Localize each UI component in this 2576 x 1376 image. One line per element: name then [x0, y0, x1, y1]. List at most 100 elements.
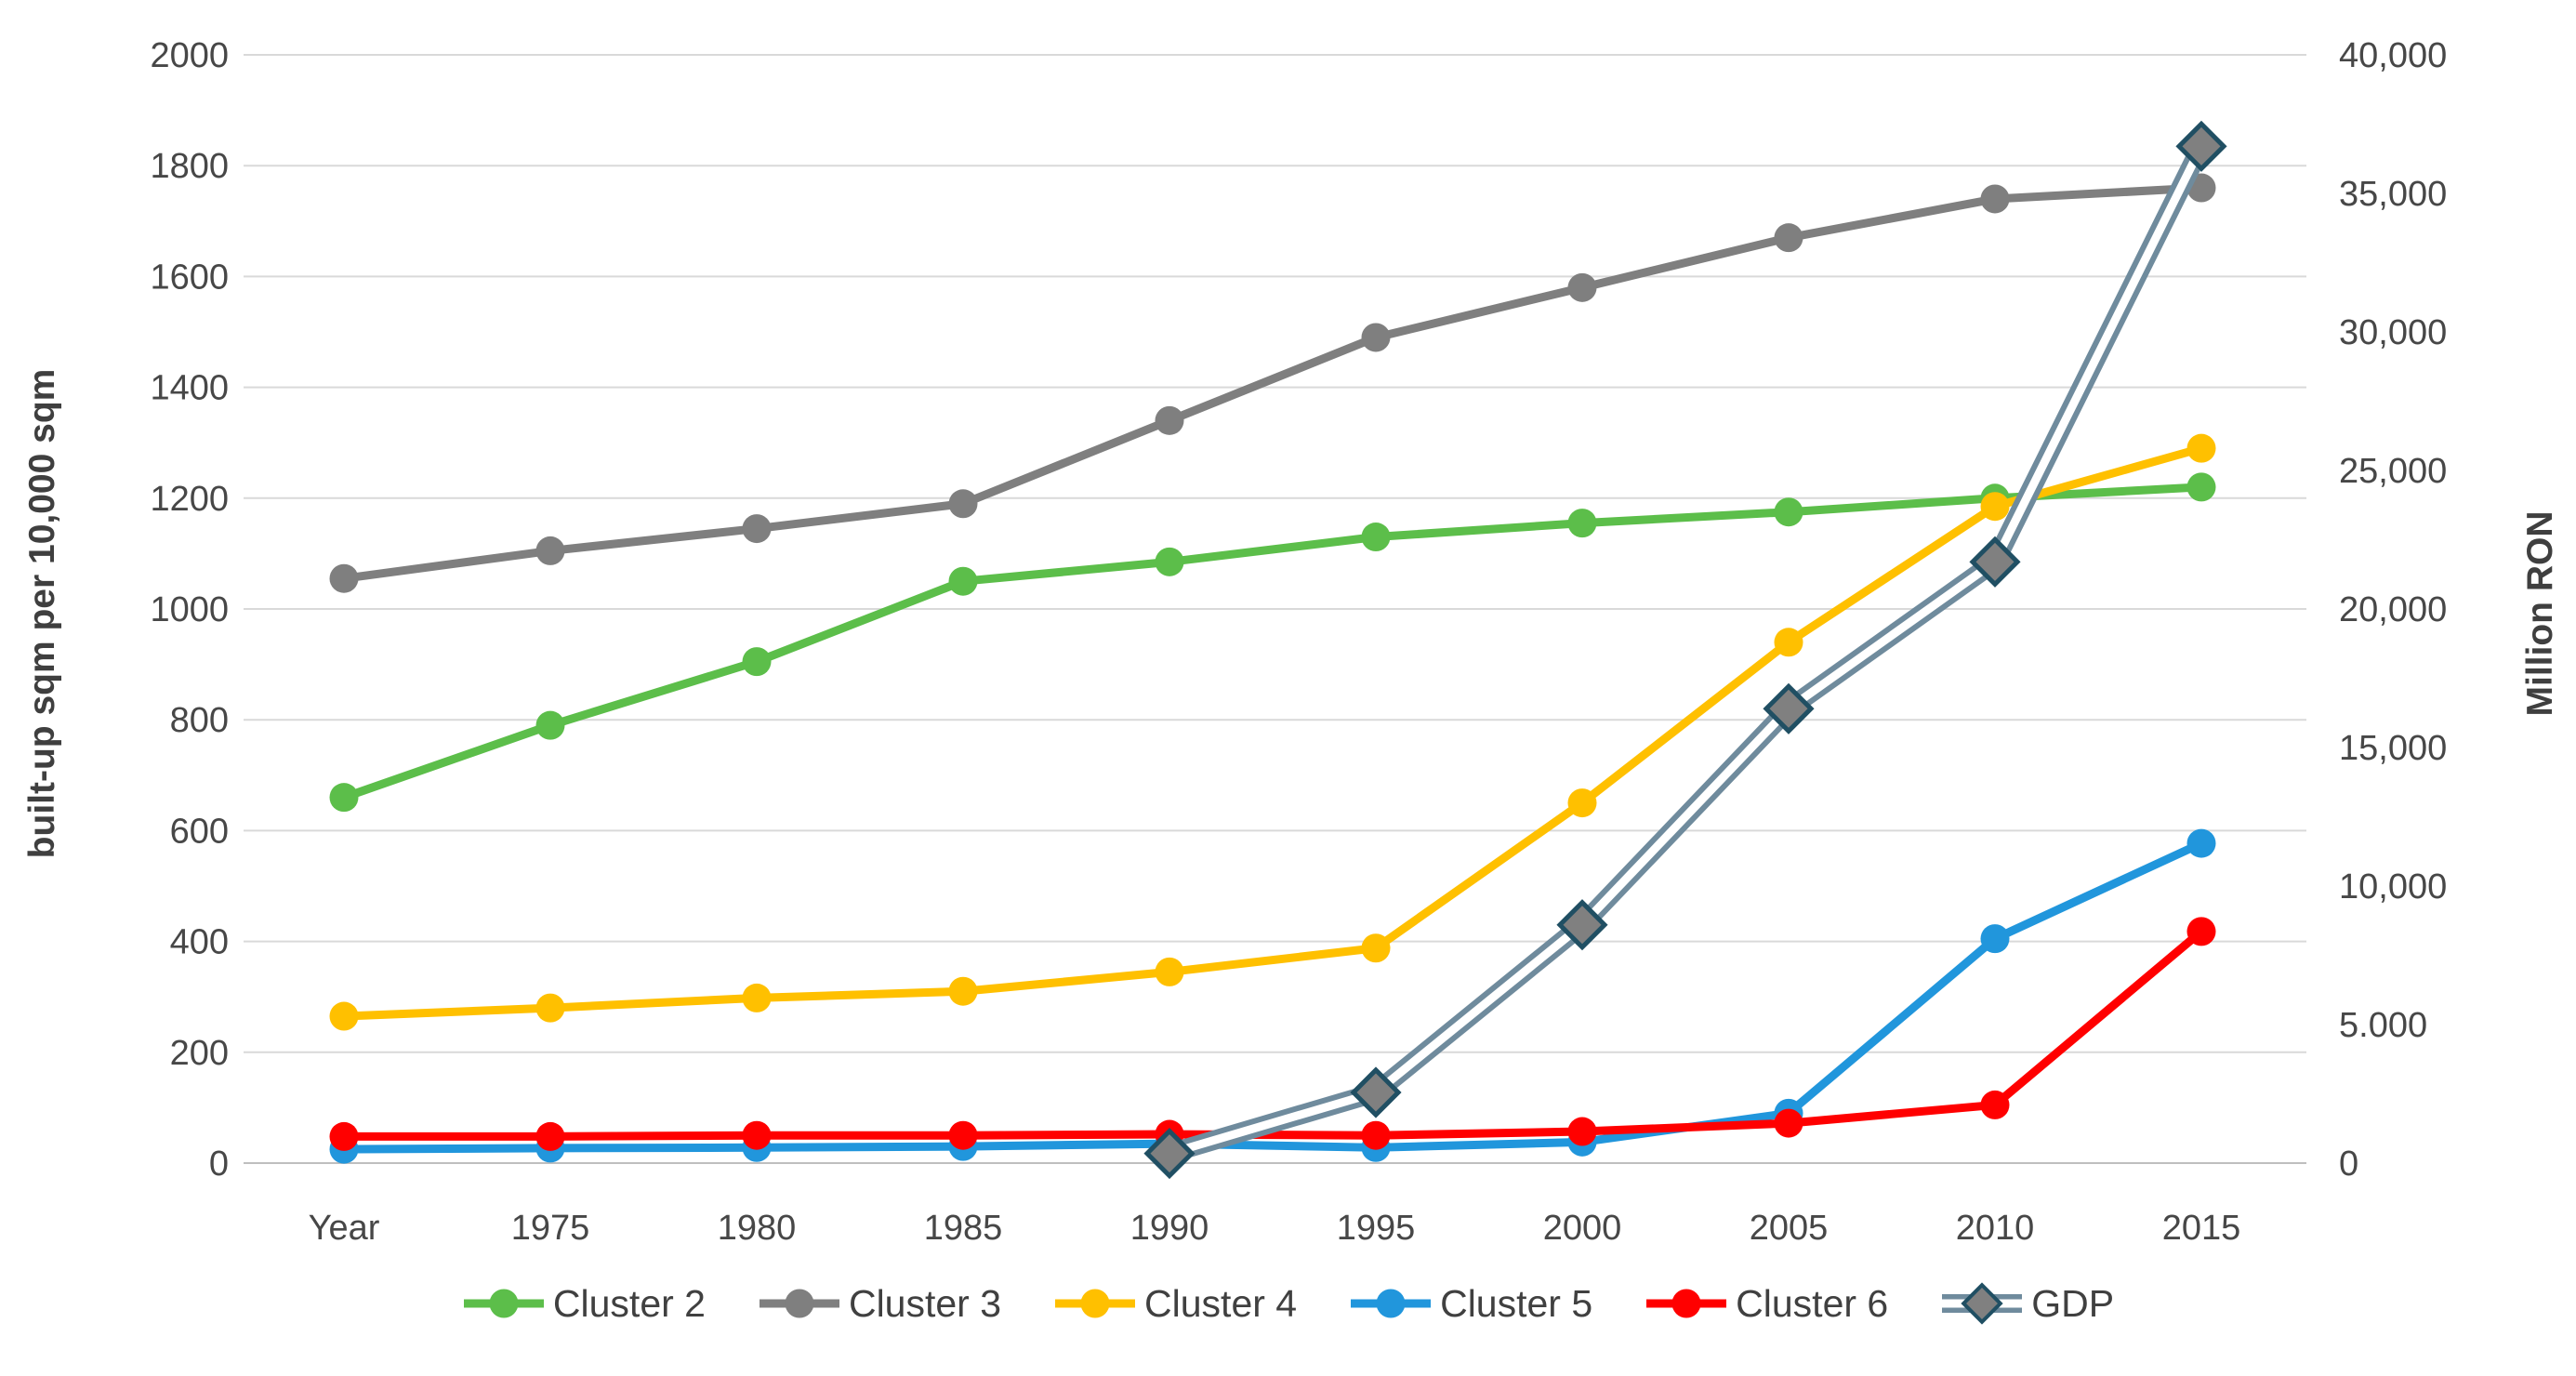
data-point [948, 489, 978, 519]
data-point [535, 1121, 565, 1151]
data-point [535, 536, 565, 565]
data-point [1774, 628, 1803, 657]
legend-item-cluster-6: Cluster 6 [1645, 1281, 1888, 1326]
right-axis-tick: 5.000 [2339, 1006, 2427, 1045]
data-point [2186, 433, 2216, 463]
data-point [742, 514, 772, 544]
data-point [329, 1001, 359, 1031]
x-axis-tick: 2010 [1956, 1209, 2035, 1248]
data-point [1361, 323, 1391, 352]
x-axis-tick: 1980 [718, 1209, 797, 1248]
legend-label: Cluster 6 [1736, 1281, 1889, 1325]
line-marker-icon [463, 1289, 544, 1318]
data-point [1774, 1108, 1803, 1138]
data-point [2186, 472, 2216, 502]
x-axis-tick: 2005 [1750, 1209, 1829, 1248]
x-axis-tick: 2015 [2162, 1209, 2241, 1248]
legend-label: Cluster 3 [848, 1281, 1002, 1325]
right-axis-tick: 15,000 [2339, 729, 2447, 768]
data-point [1774, 497, 1803, 527]
series-line-cluster-3 [339, 183, 2206, 583]
data-point [1567, 1117, 1597, 1146]
data-point [1155, 547, 1184, 576]
data-point [742, 1120, 772, 1150]
series-line-cluster-2 [339, 483, 2206, 802]
legend-label: Cluster 5 [1440, 1281, 1593, 1325]
data-point [1567, 272, 1597, 302]
data-point [1361, 1120, 1391, 1150]
x-axis-tick: 1985 [924, 1209, 1003, 1248]
gdp-diamond-marker [1969, 536, 2021, 588]
line-marker-icon [1351, 1289, 1432, 1318]
data-point [1980, 184, 2010, 214]
data-point [1980, 924, 2010, 954]
data-point [742, 983, 772, 1012]
data-point [1567, 788, 1597, 818]
data-point [948, 1120, 978, 1150]
data-point [1361, 933, 1391, 963]
data-point [1155, 957, 1184, 986]
left-axis-tick: 400 [170, 923, 229, 962]
right-axis-tick: 40,000 [2339, 36, 2447, 75]
legend-item-cluster-2: Cluster 2 [462, 1281, 706, 1326]
x-axis-tick: Year [309, 1209, 380, 1248]
right-axis-title: Million RON [2520, 510, 2560, 717]
x-axis-tick: 1975 [511, 1209, 590, 1248]
line-marker-icon [1646, 1289, 1727, 1318]
data-point [948, 566, 978, 596]
left-axis-tick: 1000 [150, 590, 229, 629]
left-axis-tick: 1200 [150, 480, 229, 519]
data-point [1774, 223, 1803, 253]
right-axis-tick: 10,000 [2339, 867, 2447, 906]
legend-item-cluster-3: Cluster 3 [758, 1281, 1001, 1326]
legend-label: Cluster 2 [552, 1281, 706, 1325]
gdp-band-core [1165, 141, 2206, 1158]
right-axis-tick: 30,000 [2339, 313, 2447, 352]
left-axis-tick: 800 [170, 701, 229, 740]
series-line-cluster-6 [339, 927, 2206, 1141]
gdp-diamond-marker [1763, 682, 1815, 734]
right-axis-tick: 0 [2339, 1144, 2358, 1184]
left-axis-tick: 1600 [150, 258, 229, 297]
data-point [1980, 492, 2010, 522]
data-point [329, 783, 359, 813]
legend-label: GDP [2031, 1281, 2115, 1325]
data-point [742, 647, 772, 677]
chart-legend: Cluster 2 Cluster 3 Cluster 4 Cluster 5 Clus… [0, 1281, 2576, 1326]
left-axis-tick: 600 [170, 812, 229, 851]
left-axis-tick: 0 [209, 1144, 229, 1184]
gdp-diamond-marker [2175, 120, 2227, 172]
data-point [1361, 523, 1391, 552]
legend-label: Cluster 4 [1144, 1281, 1298, 1325]
line-marker-icon [1055, 1289, 1136, 1318]
legend-item-cluster-4: Cluster 4 [1053, 1281, 1297, 1326]
right-axis-tick: 20,000 [2339, 590, 2447, 629]
gdp-diamond-marker [1556, 899, 1608, 951]
data-point [948, 976, 978, 1006]
gdp-legend-marker-icon [1942, 1282, 2023, 1325]
left-axis-tick: 1400 [150, 369, 229, 408]
left-axis-tick: 1800 [150, 147, 229, 186]
series-line-cluster-4 [339, 443, 2206, 1021]
x-axis-tick: 1990 [1130, 1209, 1209, 1248]
right-axis-tick: 35,000 [2339, 175, 2447, 214]
legend-item-cluster-5: Cluster 5 [1349, 1281, 1592, 1326]
gdp-diamond-marker [1350, 1066, 1402, 1118]
line-marker-icon [759, 1289, 839, 1318]
x-axis-tick: 1995 [1337, 1209, 1416, 1248]
left-axis-tick: 2000 [150, 36, 229, 75]
gdp-diamond-marker [1143, 1127, 1196, 1180]
data-point [329, 563, 359, 593]
data-point [535, 993, 565, 1023]
series-line-cluster-5 [339, 839, 2206, 1154]
data-point [1155, 405, 1184, 435]
data-point [1567, 509, 1597, 538]
data-point [329, 1121, 359, 1151]
data-point [2186, 917, 2216, 946]
x-axis-tick: 2000 [1543, 1209, 1622, 1248]
right-axis-tick: 25,000 [2339, 452, 2447, 491]
data-point [535, 710, 565, 740]
gdp-band-outer [1159, 136, 2212, 1164]
